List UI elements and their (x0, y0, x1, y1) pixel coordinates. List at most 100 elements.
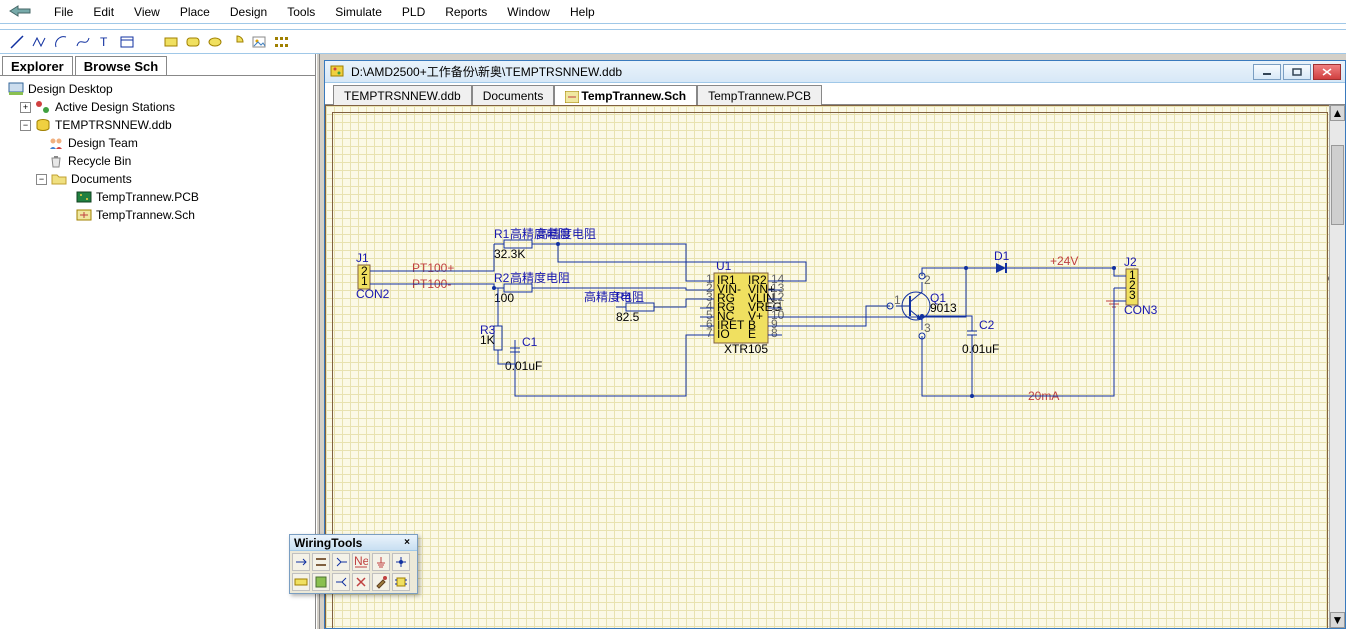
tree-root[interactable]: Design Desktop (4, 80, 311, 98)
schematic-viewport[interactable]: C B 21J1CON2123J2CON3R132.3K高精度电阻R2100高精… (325, 105, 1329, 628)
tool-line-icon[interactable] (8, 33, 26, 51)
tree-project[interactable]: − TEMPTRSNNEW.ddb (4, 116, 311, 134)
svg-text:E: E (748, 327, 756, 341)
tree-documents[interactable]: − Documents (4, 170, 311, 188)
minimize-button[interactable] (1253, 64, 1281, 80)
tool-arc-icon[interactable] (52, 33, 70, 51)
power-tool-icon[interactable] (372, 553, 390, 571)
svg-text:C1: C1 (522, 335, 538, 349)
recycle-icon (48, 154, 64, 168)
svg-text:PT100+: PT100+ (412, 261, 454, 275)
svg-text:1: 1 (894, 293, 901, 307)
doc-tab-sch[interactable]: TempTrannew.Sch (554, 85, 697, 105)
wiring-tools-toolbox[interactable]: WiringTools × Net1 (289, 534, 418, 594)
noerc-tool-icon[interactable] (352, 573, 370, 591)
svg-text:J1: J1 (356, 251, 369, 265)
close-button[interactable] (1313, 64, 1341, 80)
scroll-up-icon[interactable]: ▲ (1330, 105, 1345, 121)
tool-pie-icon[interactable] (228, 33, 246, 51)
menu-place[interactable]: Place (170, 3, 220, 21)
toolbox-close-icon[interactable]: × (401, 537, 413, 549)
tool-bezier-icon[interactable] (74, 33, 92, 51)
svg-text:100: 100 (494, 291, 514, 305)
svg-text:J2: J2 (1124, 255, 1137, 269)
tree-root-label: Design Desktop (28, 82, 113, 96)
svg-text:0.01uF: 0.01uF (505, 359, 542, 373)
busentry-tool-icon[interactable] (332, 553, 350, 571)
schematic-sheet[interactable]: C B 21J1CON2123J2CON3R132.3K高精度电阻R2100高精… (325, 105, 1329, 628)
tab-explorer[interactable]: Explorer (2, 56, 73, 75)
expand-icon[interactable]: + (20, 102, 31, 113)
port-tool-icon[interactable] (292, 573, 310, 591)
tool-ellipse-icon[interactable] (206, 33, 224, 51)
svg-text:CON3: CON3 (1124, 303, 1158, 317)
menu-file[interactable]: File (44, 3, 83, 21)
document-tabs: TEMPTRSNNEW.ddb Documents TempTrannew.Sc… (325, 83, 1345, 105)
tool-roundrect-icon[interactable] (184, 33, 202, 51)
menu-pld[interactable]: PLD (392, 3, 435, 21)
menu-view[interactable]: View (124, 3, 170, 21)
doc-tab-sch-label: TempTrannew.Sch (581, 89, 686, 103)
doc-tab-pcb[interactable]: TempTrannew.PCB (697, 85, 822, 105)
scroll-down-icon[interactable]: ▼ (1330, 612, 1345, 628)
toolbox-titlebar[interactable]: WiringTools × (290, 535, 417, 551)
netlabel-tool-icon[interactable]: Net1 (352, 553, 370, 571)
tool-polyline-icon[interactable] (30, 33, 48, 51)
tree-recycle[interactable]: Recycle Bin (4, 152, 311, 170)
svg-text:1K: 1K (480, 333, 495, 347)
svg-text:R1: R1 (494, 227, 510, 241)
svg-text:3: 3 (1129, 288, 1136, 302)
explorer-tabs: Explorer Browse Sch (0, 54, 315, 76)
tree-doc-sch[interactable]: TempTrannew.Sch (4, 206, 311, 224)
tree-recycle-label: Recycle Bin (68, 154, 131, 168)
tree-design-team[interactable]: Design Team (4, 134, 311, 152)
menu-window[interactable]: Window (497, 3, 560, 21)
collapse-icon[interactable]: − (20, 120, 31, 131)
sheet-tool-icon[interactable] (312, 573, 330, 591)
menu-reports[interactable]: Reports (435, 3, 497, 21)
tool-frame-icon[interactable] (118, 33, 136, 51)
document-titlebar[interactable]: D:\AMD2500+工作备份\新奥\TEMPTRSNNEW.ddb (325, 61, 1345, 83)
tool-rect-icon[interactable] (162, 33, 180, 51)
maximize-button[interactable] (1283, 64, 1311, 80)
bus-tool-icon[interactable] (312, 553, 330, 571)
menu-design[interactable]: Design (220, 3, 277, 21)
window-controls (1253, 64, 1341, 80)
collapse-icon[interactable]: − (36, 174, 47, 185)
menu-tools[interactable]: Tools (277, 3, 325, 21)
tool-array-icon[interactable] (272, 33, 290, 51)
menu-simulate[interactable]: Simulate (325, 3, 392, 21)
junction-tool-icon[interactable] (392, 553, 410, 571)
document-area: D:\AMD2500+工作备份\新奥\TEMPTRSNNEW.ddb TEMPT… (320, 54, 1346, 629)
vertical-scrollbar[interactable]: ▲ ▼ (1329, 105, 1345, 628)
sheetentry-tool-icon[interactable] (332, 573, 350, 591)
toolbox-title-label: WiringTools (294, 536, 362, 550)
menu-help[interactable]: Help (560, 3, 605, 21)
tool-image-icon[interactable] (250, 33, 268, 51)
part-tool-icon[interactable] (392, 573, 410, 591)
menu-edit[interactable]: Edit (83, 3, 124, 21)
tool-text-icon[interactable]: T (96, 33, 114, 51)
tree-project-label: TEMPTRSNNEW.ddb (55, 118, 172, 132)
svg-text:CON2: CON2 (356, 287, 390, 301)
svg-text:0.01uF: 0.01uF (962, 342, 999, 356)
svg-text:1: 1 (361, 274, 368, 288)
doc-tab-documents[interactable]: Documents (472, 85, 555, 105)
placement-toolbar: T (0, 30, 1346, 54)
folder-icon (51, 172, 67, 186)
svg-text:高精度电阻: 高精度电阻 (510, 270, 570, 285)
document-window: D:\AMD2500+工作备份\新奥\TEMPTRSNNEW.ddb TEMPT… (324, 60, 1346, 629)
tab-browse-sch[interactable]: Browse Sch (75, 56, 167, 75)
tree-doc-sch-label: TempTrannew.Sch (96, 208, 195, 222)
svg-text:高精度电阻: 高精度电阻 (584, 289, 644, 304)
scrollbar-thumb[interactable] (1331, 145, 1344, 225)
svg-text:9013: 9013 (930, 301, 957, 315)
tree-stations[interactable]: + Active Design Stations (4, 98, 311, 116)
doc-tab-ddb[interactable]: TEMPTRSNNEW.ddb (333, 85, 472, 105)
tree-design-team-label: Design Team (68, 136, 138, 150)
svg-text:3: 3 (924, 321, 931, 335)
probe-tool-icon[interactable] (372, 573, 390, 591)
svg-text:8: 8 (771, 326, 778, 340)
wire-tool-icon[interactable] (292, 553, 310, 571)
tree-doc-pcb[interactable]: TempTrannew.PCB (4, 188, 311, 206)
